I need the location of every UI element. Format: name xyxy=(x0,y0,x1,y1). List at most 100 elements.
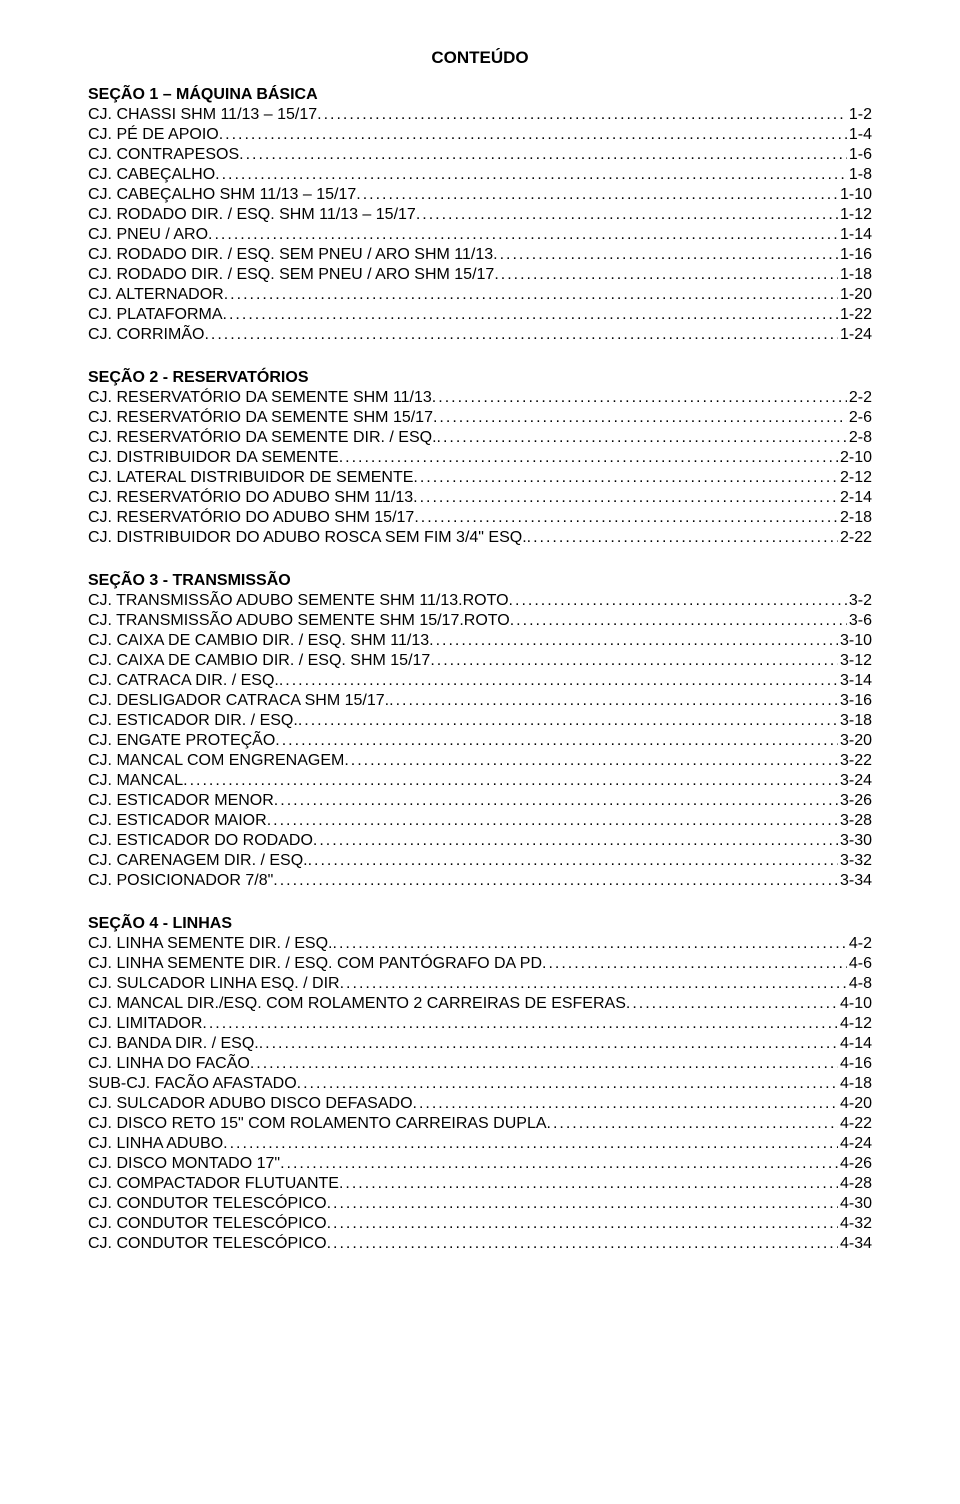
toc-entry: CJ. CONDUTOR TELESCÓPICO................… xyxy=(88,1234,872,1254)
toc-entry-page: 1-18 xyxy=(838,265,872,285)
toc-entry-label: CJ. LINHA ADUBO xyxy=(88,1134,223,1154)
dot-leader: ........................................… xyxy=(313,831,838,851)
dot-leader: ........................................… xyxy=(527,528,838,548)
toc-entry-label: CJ. RODADO DIR. / ESQ. SEM PNEU / ARO SH… xyxy=(88,245,493,265)
toc-entry-page: 1-10 xyxy=(838,185,872,205)
dot-leader: ........................................… xyxy=(273,871,838,891)
toc-entry-label: CJ. DISTRIBUIDOR DO ADUBO ROSCA SEM FIM … xyxy=(88,528,527,548)
toc-entry-page: 3-22 xyxy=(838,751,872,771)
dot-leader: ........................................… xyxy=(339,448,838,468)
toc-entry-label: CJ. CORRIMÃO xyxy=(88,325,204,345)
toc-entry-page: 4-22 xyxy=(838,1114,872,1134)
toc-entry-label: CJ. DESLIGADOR CATRACA SHM 15/17. xyxy=(88,691,389,711)
dot-leader: ........................................… xyxy=(430,651,838,671)
section-heading: SEÇÃO 1 – MÁQUINA BÁSICA xyxy=(88,86,872,104)
toc-entry-page: 2-8 xyxy=(847,428,872,448)
dot-leader: ........................................… xyxy=(339,1174,838,1194)
toc-entry: CJ. CATRACA DIR. / ESQ..................… xyxy=(88,671,872,691)
dot-leader: ........................................… xyxy=(317,105,847,125)
toc-entry: CJ. SULCADOR LINHA ESQ. / DIR...........… xyxy=(88,974,872,994)
toc-entry: CJ. RESERVATÓRIO DO ADUBO SHM 15/17.....… xyxy=(88,508,872,528)
section-heading: SEÇÃO 2 - RESERVATÓRIOS xyxy=(88,369,872,387)
toc-entry-page: 4-30 xyxy=(838,1194,872,1214)
toc-entry-page: 3-28 xyxy=(838,811,872,831)
toc-entry-page: 4-14 xyxy=(838,1034,872,1054)
toc-entry-label: CJ. CAIXA DE CAMBIO DIR. / ESQ. SHM 11/1… xyxy=(88,631,429,651)
toc-entry-label: CJ. PLATAFORMA xyxy=(88,305,223,325)
dot-leader: ........................................… xyxy=(429,631,838,651)
toc-section: SEÇÃO 2 - RESERVATÓRIOSCJ. RESERVATÓRIO … xyxy=(88,369,872,548)
toc-entry-page: 3-16 xyxy=(838,691,872,711)
toc-entry: CJ. DISCO MONTADO 17"...................… xyxy=(88,1154,872,1174)
dot-leader: ........................................… xyxy=(413,1094,838,1114)
toc-entry-page: 4-28 xyxy=(838,1174,872,1194)
dot-leader: ........................................… xyxy=(224,285,838,305)
dot-leader: ........................................… xyxy=(250,1054,838,1074)
toc-entry-label: CJ. CONDUTOR TELESCÓPICO xyxy=(88,1234,327,1254)
toc-entry-page: 1-2 xyxy=(847,105,872,125)
toc-entry: CJ. RODADO DIR. / ESQ. SEM PNEU / ARO SH… xyxy=(88,265,872,285)
dot-leader: ........................................… xyxy=(280,1154,838,1174)
toc-entry-label: CJ. ENGATE PROTEÇÃO xyxy=(88,731,275,751)
toc-entry-label: CJ. ALTERNADOR xyxy=(88,285,224,305)
toc-entry-page: 4-18 xyxy=(838,1074,872,1094)
toc-entry-label: CJ. CABEÇALHO xyxy=(88,165,215,185)
toc-entry-page: 2-12 xyxy=(838,468,872,488)
dot-leader: ........................................… xyxy=(327,1234,838,1254)
toc-entry-label: CJ. LIMITADOR xyxy=(88,1014,202,1034)
toc-entry-page: 2-18 xyxy=(838,508,872,528)
toc-entry: CJ. ALTERNADOR..........................… xyxy=(88,285,872,305)
toc-entry-label: CJ. CONDUTOR TELESCÓPICO xyxy=(88,1194,327,1214)
toc-entry-label: CJ. RESERVATÓRIO DO ADUBO SHM 11/13 xyxy=(88,488,413,508)
toc-entry-label: CJ. CONDUTOR TELESCÓPICO xyxy=(88,1214,327,1234)
dot-leader: ........................................… xyxy=(327,1194,838,1214)
toc-entry: CJ. ESTICADOR DIR. / ESQ................… xyxy=(88,711,872,731)
toc-entry-label: CJ. RESERVATÓRIO DA SEMENTE DIR. / ESQ. xyxy=(88,428,437,448)
toc-entry-label: CJ. COMPACTADOR FLUTUANTE xyxy=(88,1174,339,1194)
toc-entry-page: 4-26 xyxy=(838,1154,872,1174)
toc-entry-label: CJ. CONTRAPESOS xyxy=(88,145,239,165)
dot-leader: ........................................… xyxy=(416,205,838,225)
toc-entry-label: CJ. CATRACA DIR. / ESQ. xyxy=(88,671,279,691)
dot-leader: ........................................… xyxy=(279,671,838,691)
toc-entry: CJ. DISCO RETO 15" COM ROLAMENTO CARREIR… xyxy=(88,1114,872,1134)
toc-entry-label: CJ. ESTICADOR DIR. / ESQ. xyxy=(88,711,298,731)
toc-entry-page: 4-34 xyxy=(838,1234,872,1254)
toc-entry-page: 4-24 xyxy=(838,1134,872,1154)
toc-entry: CJ. CARENAGEM DIR. / ESQ................… xyxy=(88,851,872,871)
dot-leader: ........................................… xyxy=(239,145,847,165)
toc-entry-page: 2-22 xyxy=(838,528,872,548)
dot-leader: ........................................… xyxy=(432,388,847,408)
toc-entry-label: CJ. DISTRIBUIDOR DA SEMENTE xyxy=(88,448,339,468)
toc-entry: CJ. CAIXA DE CAMBIO DIR. / ESQ. SHM 11/1… xyxy=(88,631,872,651)
toc-entry-label: CJ. ESTICADOR MAIOR xyxy=(88,811,267,831)
dot-leader: ........................................… xyxy=(259,1034,838,1054)
toc-entry: CJ. DISTRIBUIDOR DA SEMENTE.............… xyxy=(88,448,872,468)
dot-leader: ........................................… xyxy=(274,791,838,811)
toc-entry: CJ. CONDUTOR TELESCÓPICO................… xyxy=(88,1194,872,1214)
toc-entry-page: 2-14 xyxy=(838,488,872,508)
toc-entry-page: 1-16 xyxy=(838,245,872,265)
toc-entry-page: 2-10 xyxy=(838,448,872,468)
section-heading: SEÇÃO 3 - TRANSMISSÃO xyxy=(88,572,872,590)
toc-entry-page: 2-6 xyxy=(847,408,872,428)
toc-entry-page: 3-2 xyxy=(847,591,872,611)
dot-leader: ........................................… xyxy=(327,1214,838,1234)
toc-entry: CJ. COMPACTADOR FLUTUANTE...............… xyxy=(88,1174,872,1194)
toc-entry-page: 3-10 xyxy=(838,631,872,651)
dot-leader: ........................................… xyxy=(413,488,838,508)
toc-entry: CJ. LINHA SEMENTE DIR. / ESQ............… xyxy=(88,934,872,954)
toc-entry: CJ. PÉ DE APOIO.........................… xyxy=(88,125,872,145)
dot-leader: ........................................… xyxy=(626,994,838,1014)
toc-entry-label: CJ. POSICIONADOR 7/8" xyxy=(88,871,273,891)
toc-entry: CJ. CABEÇALHO...........................… xyxy=(88,165,872,185)
toc-entry-page: 1-20 xyxy=(838,285,872,305)
toc-entry-page: 4-20 xyxy=(838,1094,872,1114)
toc-entry-label: CJ. RESERVATÓRIO DA SEMENTE SHM 11/13 xyxy=(88,388,432,408)
toc-entry: CJ. DISTRIBUIDOR DO ADUBO ROSCA SEM FIM … xyxy=(88,528,872,548)
toc-entry-label: CJ. ESTICADOR DO RODADO xyxy=(88,831,313,851)
toc-entry-label: CJ. LATERAL DISTRIBUIDOR DE SEMENTE xyxy=(88,468,413,488)
toc-entry-label: CJ. CABEÇALHO SHM 11/13 – 15/17 xyxy=(88,185,356,205)
toc-section: SEÇÃO 3 - TRANSMISSÃOCJ. TRANSMISSÃO ADU… xyxy=(88,572,872,891)
toc-entry-label: CJ. CAIXA DE CAMBIO DIR. / ESQ. SHM 15/1… xyxy=(88,651,430,671)
